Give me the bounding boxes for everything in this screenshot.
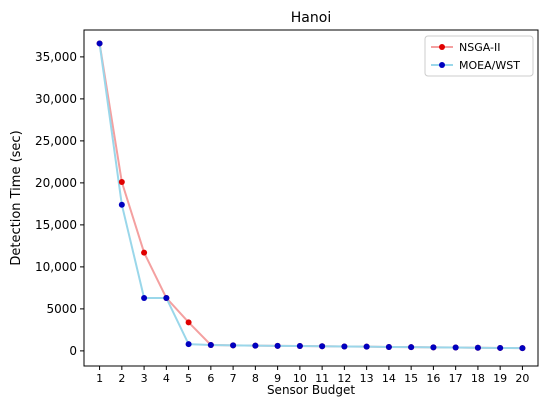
x-tick-label: 19 <box>493 372 507 385</box>
x-tick-label: 2 <box>118 372 125 385</box>
y-tick-label: 0 <box>69 344 77 358</box>
x-tick-label: 14 <box>382 372 396 385</box>
x-tick-label: 18 <box>471 372 485 385</box>
x-tick-label: 20 <box>515 372 529 385</box>
data-point-series-0 <box>141 249 148 256</box>
legend-marker <box>439 62 445 68</box>
data-point-series-1 <box>341 343 348 350</box>
x-tick-label: 6 <box>207 372 214 385</box>
x-tick-label: 8 <box>252 372 259 385</box>
x-tick-label: 10 <box>293 372 307 385</box>
legend: NSGA-II MOEA/WST <box>424 35 534 77</box>
data-point-series-1 <box>363 343 370 350</box>
x-tick-label: 13 <box>360 372 374 385</box>
legend-label: NSGA-II <box>459 41 500 54</box>
x-tick-label: 5 <box>185 372 192 385</box>
y-tick-label: 20,000 <box>35 176 77 190</box>
data-point-series-0 <box>185 319 192 326</box>
x-tick-label: 16 <box>426 372 440 385</box>
data-point-series-1 <box>430 344 437 351</box>
data-point-series-1 <box>519 345 526 352</box>
y-axis: 0 5000 10,000 15,000 20,000 25,000 30,000 35,00… <box>35 50 84 358</box>
data-point-series-1 <box>163 294 170 301</box>
x-tick-label: 1 <box>96 372 103 385</box>
data-point-series-0 <box>118 179 125 186</box>
data-point-series-1 <box>296 343 303 350</box>
x-axis-label: Sensor Budget <box>267 383 355 397</box>
y-axis-label: Detection Time (sec) <box>9 130 24 265</box>
x-tick-label: 4 <box>163 372 170 385</box>
data-point-series-1 <box>497 344 504 351</box>
x-tick-label: 7 <box>230 372 237 385</box>
legend-marker <box>439 44 445 50</box>
data-point-series-1 <box>385 344 392 351</box>
data-point-series-1 <box>230 342 237 349</box>
y-tick-label: 10,000 <box>35 260 77 274</box>
plot-frame <box>83 29 539 367</box>
data-point-series-1 <box>185 341 192 348</box>
y-tick-label: 25,000 <box>35 134 77 148</box>
data-point-series-1 <box>207 342 214 348</box>
y-tick-label: 5000 <box>46 302 77 316</box>
data-point-series-1 <box>452 344 459 351</box>
data-point-series-1 <box>474 344 481 351</box>
x-tick-label: 15 <box>404 372 418 385</box>
x-tick-label: 11 <box>315 372 329 385</box>
legend-label: MOEA/WST <box>459 59 520 72</box>
data-point-series-1 <box>319 343 326 350</box>
data-point-series-1 <box>252 342 259 349</box>
data-point-series-1 <box>141 294 148 301</box>
series-line-0 <box>98 43 523 350</box>
x-tick-label: 9 <box>274 372 281 385</box>
chart-title: Hanoi <box>291 10 331 26</box>
y-tick-label: 15,000 <box>35 218 77 232</box>
data-point-series-1 <box>118 201 125 208</box>
y-tick-label: 35,000 <box>35 50 77 64</box>
data-point-series-1 <box>274 342 281 349</box>
plot-area <box>83 29 539 367</box>
data-point-series-1 <box>96 40 103 47</box>
x-tick-label: 3 <box>141 372 148 385</box>
x-tick-label: 12 <box>337 372 351 385</box>
x-axis: 1 2 3 4 5 6 7 8 9 10 11 12 13 14 15 16 17 18 19 20 <box>96 366 529 385</box>
series-line-1 <box>98 43 523 350</box>
x-tick-label: 17 <box>449 372 463 385</box>
data-point-series-1 <box>408 344 415 351</box>
series-layer <box>96 40 526 352</box>
y-tick-label: 30,000 <box>35 92 77 106</box>
